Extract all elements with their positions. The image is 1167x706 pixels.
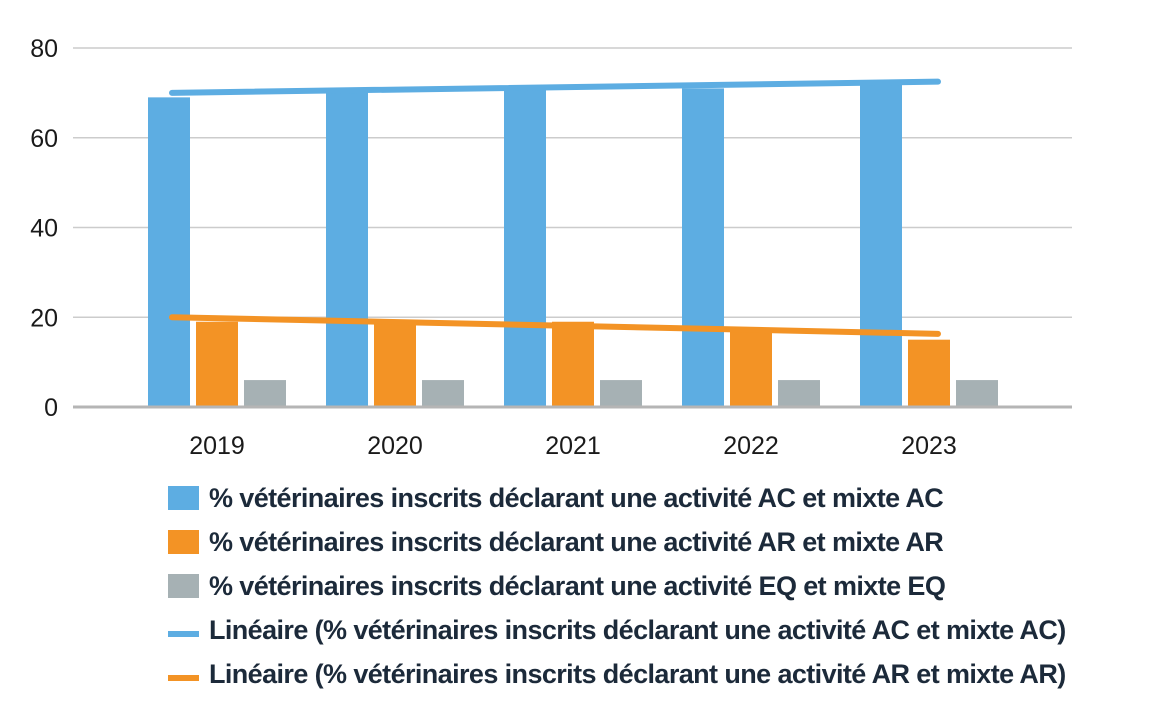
- bar-eq-2019: [244, 380, 286, 407]
- y-tick-label: 60: [30, 125, 58, 153]
- x-tick-label: 2019: [189, 432, 245, 460]
- legend-label-eq: % vétérinaires inscrits déclarant une ac…: [209, 570, 946, 601]
- bar-ac-2019: [148, 97, 190, 408]
- legend-swatch-ar: [168, 530, 199, 554]
- bar-ac-2022: [682, 88, 724, 407]
- legend-swatch-ac: [168, 486, 199, 510]
- y-tick-label: 0: [44, 394, 58, 422]
- bar-eq-2020: [422, 380, 464, 407]
- legend-label-ac: % vétérinaires inscrits déclarant une ac…: [209, 482, 944, 513]
- bar-eq-2022: [778, 380, 820, 407]
- bar-chart: 0 20 40 60 80 2019 2020 2021 2022 2023: [30, 35, 1072, 460]
- bar-ar-2023: [908, 339, 950, 407]
- bar-ac-2020: [326, 88, 368, 407]
- legend-item-eq: % vétérinaires inscrits déclarant une ac…: [168, 564, 1066, 608]
- bar-ac-2021: [504, 88, 546, 407]
- legend-item-trend-ar: Linéaire (% vétérinaires inscrits déclar…: [168, 652, 1066, 696]
- trendline-ar: [169, 314, 941, 337]
- bar-eq-2021: [600, 380, 642, 407]
- legend-item-ac: % vétérinaires inscrits déclarant une ac…: [168, 476, 1066, 520]
- x-tick-label: 2020: [367, 432, 423, 460]
- legend-label-ar: % vétérinaires inscrits déclarant une ac…: [209, 526, 944, 557]
- bar-eq-2023: [956, 380, 998, 407]
- bar-ar-2019: [196, 321, 238, 407]
- legend-label-trend-ac: Linéaire (% vétérinaires inscrits déclar…: [209, 614, 1066, 645]
- y-tick-label: 80: [30, 35, 58, 63]
- y-tick-label: 40: [30, 215, 58, 243]
- y-tick-label: 20: [30, 304, 58, 332]
- legend-swatch-trend-ac: [168, 631, 199, 637]
- trendline-ac: [169, 78, 941, 96]
- legend-item-trend-ac: Linéaire (% vétérinaires inscrits déclar…: [168, 608, 1066, 652]
- legend-swatch-trend-ar: [168, 675, 199, 681]
- bar-ar-2020: [374, 321, 416, 407]
- bar-ar-2021: [552, 321, 594, 407]
- legend-swatch-eq: [168, 574, 199, 598]
- bar-ac-2023: [860, 83, 902, 408]
- x-tick-label: 2021: [545, 432, 601, 460]
- x-tick-label: 2022: [723, 432, 779, 460]
- legend-label-trend-ar: Linéaire (% vétérinaires inscrits déclar…: [209, 658, 1066, 689]
- x-tick-label: 2023: [901, 432, 957, 460]
- bar-ar-2022: [730, 330, 772, 407]
- legend-item-ar: % vétérinaires inscrits déclarant une ac…: [168, 520, 1066, 564]
- chart-legend: % vétérinaires inscrits déclarant une ac…: [168, 476, 1066, 696]
